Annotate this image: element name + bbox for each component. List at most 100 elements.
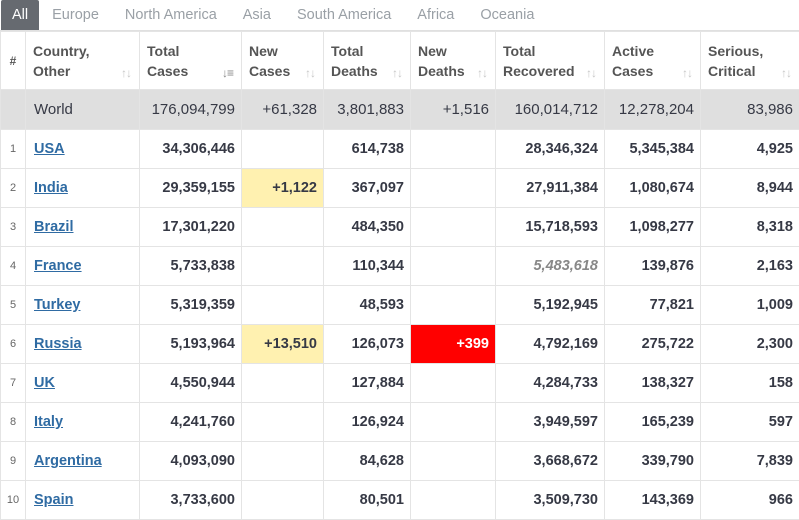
country-link[interactable]: Brazil (34, 219, 74, 235)
sort-arrows-icon[interactable]: ↑↓ (586, 63, 596, 83)
country-link[interactable]: Italy (34, 414, 63, 430)
country-link[interactable]: France (34, 258, 82, 274)
active-cases-cell: 77,821 (605, 286, 701, 325)
world-serious: 83,986 (701, 90, 799, 130)
world-row: World 176,094,799 +61,328 3,801,883 +1,5… (1, 90, 799, 130)
new-deaths-cell (411, 286, 496, 325)
active-cases-cell: 339,790 (605, 442, 701, 481)
active-cases-cell: 165,239 (605, 403, 701, 442)
total-deaths-cell: 80,501 (324, 481, 411, 520)
sort-arrows-icon[interactable]: ↑↓ (781, 63, 791, 83)
rank-cell: 10 (1, 481, 26, 520)
total-cases-cell: 4,241,760 (140, 403, 242, 442)
country-link[interactable]: Argentina (34, 453, 102, 469)
active-cases-cell: 1,098,277 (605, 208, 701, 247)
rank-cell (1, 90, 26, 130)
total-recovered-cell: 28,346,324 (496, 130, 605, 169)
country-link[interactable]: Russia (34, 336, 82, 352)
tab-north-america[interactable]: North America (112, 0, 230, 30)
header-serious-critical[interactable]: Serious,Critical ↑↓ (701, 32, 799, 90)
total-deaths-cell: 484,350 (324, 208, 411, 247)
total-cases-cell: 17,301,220 (140, 208, 242, 247)
total-deaths-cell: 126,073 (324, 325, 411, 364)
rank-cell: 7 (1, 364, 26, 403)
sort-arrows-icon[interactable]: ↑↓ (121, 63, 131, 83)
sort-arrows-icon[interactable]: ↑↓ (477, 63, 487, 83)
total-recovered-cell: 5,483,618 (496, 247, 605, 286)
sort-desc-icon[interactable]: ↓≡ (222, 63, 233, 83)
total-cases-cell: 5,733,838 (140, 247, 242, 286)
tab-south-america[interactable]: South America (284, 0, 404, 30)
country-cell: Italy (26, 403, 140, 442)
world-new-cases: +61,328 (242, 90, 324, 130)
total-cases-cell: 4,550,944 (140, 364, 242, 403)
total-recovered-cell: 27,911,384 (496, 169, 605, 208)
tab-asia[interactable]: Asia (230, 0, 284, 30)
total-deaths-cell: 614,738 (324, 130, 411, 169)
region-tabs: All Europe North America Asia South Amer… (0, 0, 799, 31)
rank-cell: 4 (1, 247, 26, 286)
sort-arrows-icon[interactable]: ↑↓ (305, 63, 315, 83)
new-cases-cell (242, 247, 324, 286)
new-cases-cell (242, 208, 324, 247)
tab-oceania[interactable]: Oceania (467, 0, 547, 30)
new-cases-cell (242, 442, 324, 481)
sort-arrows-icon[interactable]: ↑↓ (682, 63, 692, 83)
country-cell: Russia (26, 325, 140, 364)
country-cell: Brazil (26, 208, 140, 247)
total-deaths-cell: 48,593 (324, 286, 411, 325)
new-deaths-cell (411, 403, 496, 442)
serious-critical-cell: 8,944 (701, 169, 799, 208)
total-recovered-cell: 4,792,169 (496, 325, 605, 364)
tab-all[interactable]: All (1, 0, 39, 30)
new-cases-cell: +1,122 (242, 169, 324, 208)
tab-europe[interactable]: Europe (39, 0, 112, 30)
rank-cell: 6 (1, 325, 26, 364)
total-recovered-cell: 15,718,593 (496, 208, 605, 247)
country-link[interactable]: Spain (34, 492, 73, 508)
sort-arrows-icon[interactable]: ↑↓ (392, 63, 402, 83)
new-deaths-cell (411, 247, 496, 286)
tab-africa[interactable]: Africa (404, 0, 467, 30)
total-deaths-cell: 84,628 (324, 442, 411, 481)
new-deaths-cell (411, 169, 496, 208)
total-recovered-cell: 4,284,733 (496, 364, 605, 403)
country-link[interactable]: India (34, 180, 68, 196)
country-link[interactable]: USA (34, 141, 65, 157)
serious-critical-cell: 966 (701, 481, 799, 520)
total-recovered-cell: 3,509,730 (496, 481, 605, 520)
new-deaths-cell (411, 208, 496, 247)
rank-cell: 2 (1, 169, 26, 208)
country-link[interactable]: Turkey (34, 297, 80, 313)
header-country[interactable]: Country,Other ↑↓ (26, 32, 140, 90)
serious-critical-cell: 2,163 (701, 247, 799, 286)
world-active-cases: 12,278,204 (605, 90, 701, 130)
rank-cell: 1 (1, 130, 26, 169)
country-link[interactable]: UK (34, 375, 55, 391)
serious-critical-cell: 8,318 (701, 208, 799, 247)
active-cases-cell: 5,345,384 (605, 130, 701, 169)
new-deaths-cell: +399 (411, 325, 496, 364)
new-cases-cell (242, 286, 324, 325)
active-cases-cell: 1,080,674 (605, 169, 701, 208)
new-cases-cell: +13,510 (242, 325, 324, 364)
total-cases-cell: 3,733,600 (140, 481, 242, 520)
world-new-deaths: +1,516 (411, 90, 496, 130)
serious-critical-cell: 7,839 (701, 442, 799, 481)
rank-cell: 9 (1, 442, 26, 481)
country-cell: Spain (26, 481, 140, 520)
active-cases-cell: 139,876 (605, 247, 701, 286)
rank-cell: 8 (1, 403, 26, 442)
